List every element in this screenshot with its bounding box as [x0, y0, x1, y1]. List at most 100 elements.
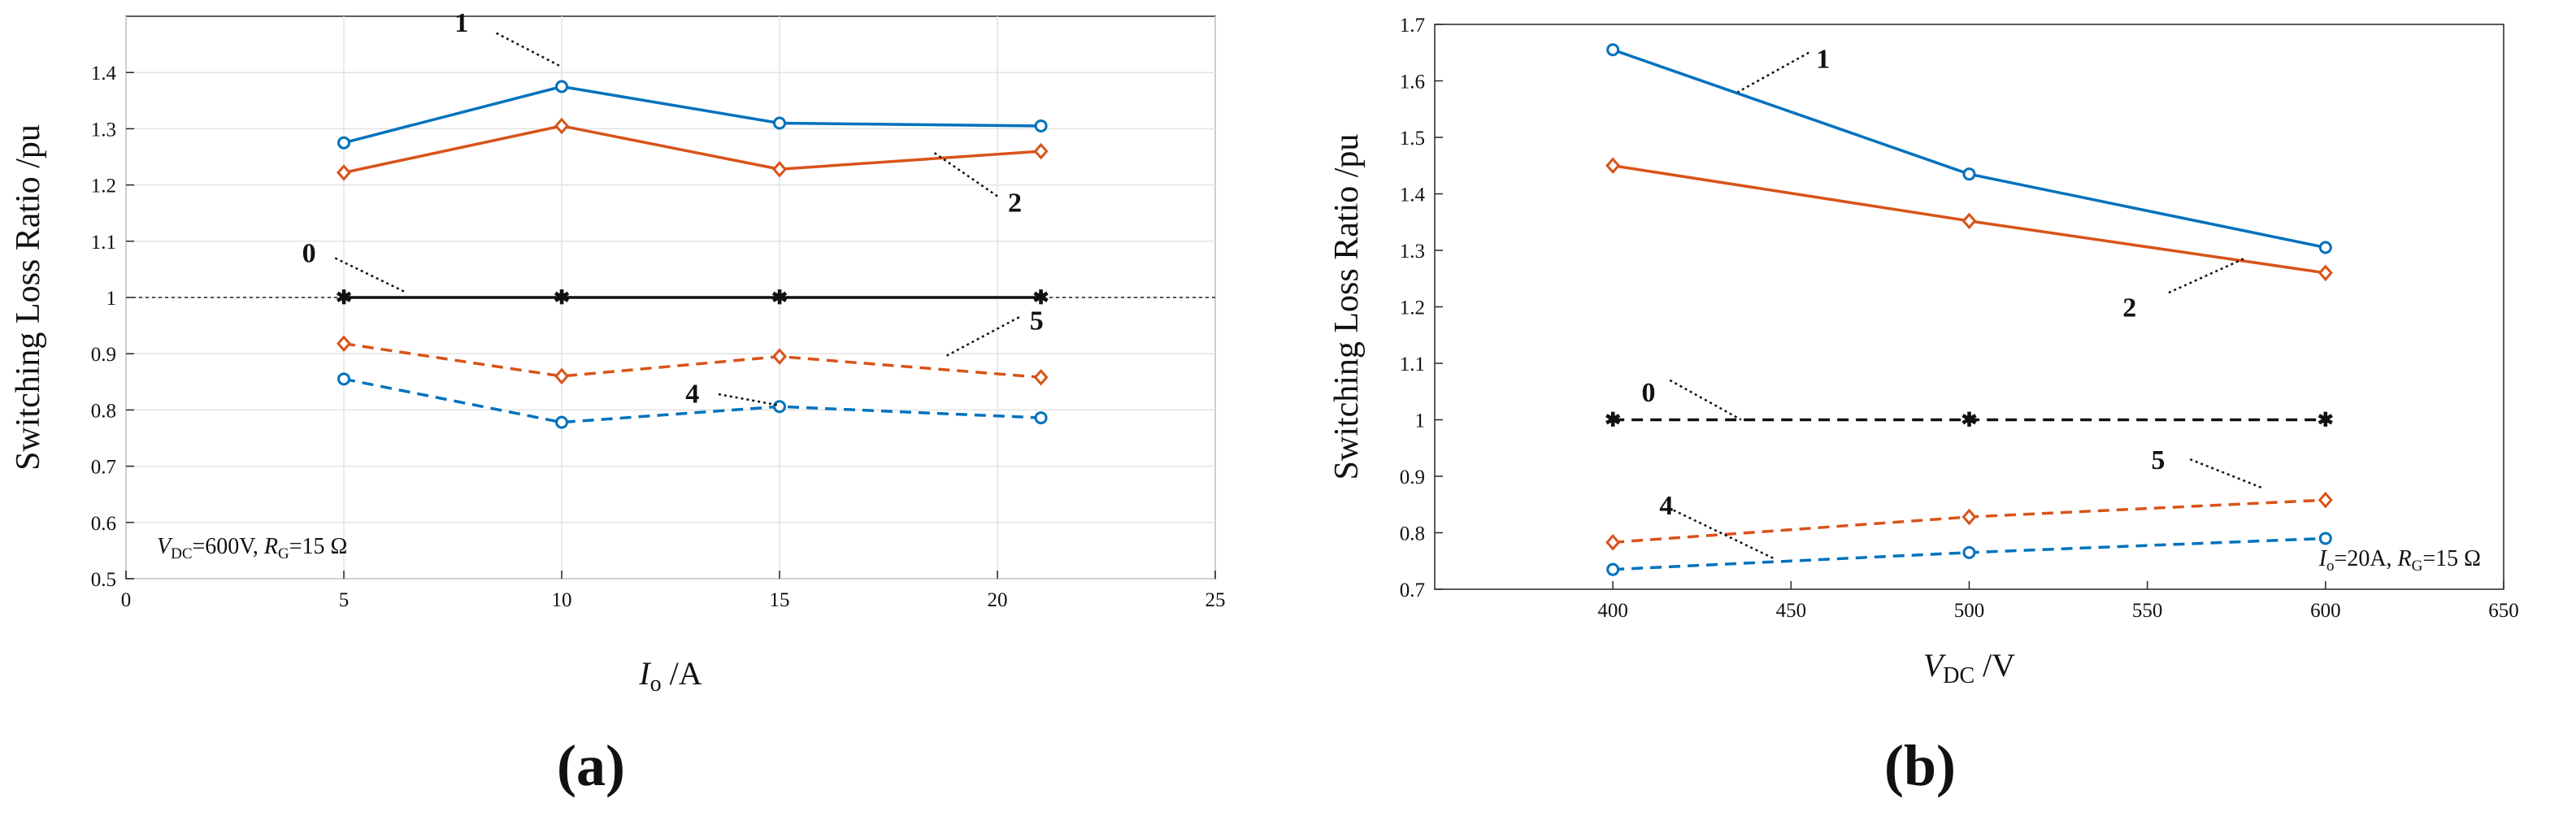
- data-point-0: ✱: [1961, 410, 1977, 432]
- x-tick-label: 600: [2310, 600, 2341, 622]
- annotation-leader-0: [334, 257, 406, 293]
- series-line-5: [343, 342, 1041, 380]
- annotation-leader-5: [2189, 458, 2262, 489]
- data-point-1: [1034, 119, 1048, 132]
- data-point-4: [1606, 562, 1620, 576]
- series-line-4: [343, 377, 1041, 424]
- data-point-4: [1034, 411, 1048, 425]
- annotation-leader-2: [2168, 258, 2244, 294]
- data-point-2: [1961, 212, 1977, 230]
- x-tick-label: 450: [1776, 600, 1807, 622]
- data-point-2: [337, 164, 351, 181]
- data-point-0: ✱: [1605, 410, 1621, 432]
- annotation-label-2: 2: [1008, 188, 1022, 218]
- data-point-2: [554, 117, 569, 135]
- y-tick-label: 0.9: [1400, 467, 1425, 488]
- annotation-leader-4: [1673, 509, 1774, 559]
- y-tick-label: 0.5: [91, 569, 116, 591]
- data-point-5: [2318, 491, 2333, 509]
- data-point-1: [1962, 167, 1976, 181]
- condition-label: VDC=600V, RG=15 Ω: [157, 534, 347, 562]
- panel-label: (b): [1884, 733, 1956, 798]
- data-point-2: [1605, 157, 1621, 175]
- panel-label: (a): [557, 733, 625, 798]
- y-tick-label: 1.1: [1400, 354, 1425, 375]
- annotation-leader-1: [496, 32, 563, 68]
- annotation-leader-1: [1736, 51, 1809, 93]
- annotation-label-1: 1: [1816, 45, 1830, 75]
- annotation-label-1: 1: [454, 8, 468, 38]
- data-point-4: [2318, 532, 2332, 545]
- chart-a: 0.50.60.70.80.911.11.21.31.40 5 10 15 20 25✱ ✱…: [10, 8, 1226, 798]
- x-tick-label: 10: [552, 589, 572, 611]
- data-point-0: ✱: [1033, 288, 1049, 309]
- y-tick-label: 1.7: [1400, 15, 1425, 37]
- data-point-5: [772, 348, 787, 365]
- annotation-leader-2: [931, 150, 998, 197]
- annotation-label-4: 4: [1659, 491, 1673, 521]
- y-tick-label: 1.6: [1400, 72, 1425, 93]
- data-point-5: [1961, 508, 1977, 526]
- x-tick-label: 550: [2132, 600, 2163, 622]
- x-tick-label: 25: [1205, 589, 1226, 611]
- data-point-1: [2318, 241, 2332, 254]
- y-tick-label: 1: [106, 288, 117, 310]
- x-tick-label: 15: [770, 589, 790, 611]
- y-tick-label: 0.8: [91, 400, 116, 422]
- data-point-2: [1033, 142, 1049, 160]
- data-point-4: [337, 372, 350, 386]
- data-point-0: ✱: [771, 288, 788, 309]
- data-point-0: ✱: [336, 288, 352, 309]
- y-tick-label: 0.9: [91, 344, 116, 366]
- data-point-0: ✱: [2318, 410, 2334, 432]
- data-point-0: ✱: [554, 288, 570, 309]
- y-axis-label: Switching Loss Ratio /pu: [10, 124, 47, 471]
- data-point-4: [773, 400, 786, 414]
- annotation-label-5: 5: [2151, 445, 2165, 475]
- x-tick-label: 20: [988, 589, 1008, 611]
- data-point-5: [554, 367, 569, 385]
- data-point-5: [1605, 534, 1621, 551]
- y-tick-label: 1.3: [91, 119, 116, 141]
- y-tick-label: 0.6: [91, 513, 116, 535]
- data-point-2: [2318, 264, 2333, 282]
- x-axis-label: Io /A: [638, 655, 702, 697]
- x-tick-label: 400: [1597, 600, 1628, 622]
- x-tick-label: 0: [121, 589, 132, 611]
- y-tick-label: 1.4: [91, 63, 117, 85]
- annotation-leader-4: [718, 393, 780, 407]
- y-tick-label: 1.4: [1400, 184, 1426, 206]
- y-tick-label: 0.7: [1400, 579, 1425, 601]
- data-point-2: [772, 160, 787, 178]
- series-line-1: [343, 85, 1041, 145]
- data-point-1: [1606, 43, 1620, 57]
- condition-label: Io=20A, RG=15 Ω: [2318, 546, 2481, 575]
- annotation-label-0: 0: [302, 239, 316, 269]
- x-tick-label: 5: [339, 589, 350, 611]
- y-tick-label: 1.2: [1400, 297, 1425, 319]
- data-point-5: [1033, 368, 1049, 386]
- annotation-leader-0: [1669, 379, 1742, 421]
- x-axis-label: VDC /V: [1923, 647, 2015, 688]
- x-tick-label: 500: [1954, 600, 1985, 622]
- y-tick-label: 1: [1415, 410, 1426, 432]
- plot-area: [1434, 24, 2504, 590]
- data-point-1: [337, 136, 350, 150]
- x-tick-label: 650: [2488, 600, 2519, 622]
- annotation-label-4: 4: [685, 380, 699, 410]
- y-tick-label: 1.1: [91, 232, 116, 254]
- y-tick-label: 1.5: [1400, 128, 1425, 150]
- data-point-5: [337, 335, 351, 353]
- data-point-4: [1962, 545, 1976, 559]
- y-tick-label: 0.8: [1400, 523, 1425, 545]
- annotation-label-2: 2: [2122, 293, 2136, 323]
- series-line-2: [343, 124, 1041, 175]
- annotation-leader-5: [945, 316, 1020, 358]
- data-point-1: [773, 116, 786, 130]
- y-tick-label: 1.2: [91, 176, 116, 197]
- data-point-1: [555, 80, 568, 93]
- annotation-label-0: 0: [1642, 378, 1656, 408]
- y-axis-label: Switching Loss Ratio /pu: [1328, 134, 1366, 480]
